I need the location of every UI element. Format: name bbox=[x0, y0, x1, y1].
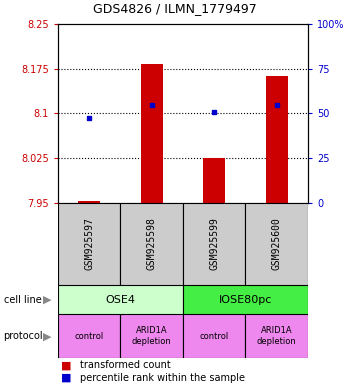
Text: ■: ■ bbox=[61, 373, 72, 383]
Text: ARID1A
depletion: ARID1A depletion bbox=[132, 326, 172, 346]
Text: OSE4: OSE4 bbox=[105, 295, 135, 305]
Text: transformed count: transformed count bbox=[80, 360, 171, 370]
Bar bbox=[203, 157, 225, 203]
Text: GSM925597: GSM925597 bbox=[84, 218, 94, 270]
Bar bbox=[58, 285, 183, 314]
Text: GSM925599: GSM925599 bbox=[209, 218, 219, 270]
Bar bbox=[266, 76, 288, 203]
Text: protocol: protocol bbox=[4, 331, 43, 341]
Bar bbox=[183, 203, 245, 285]
Bar bbox=[58, 314, 120, 358]
Bar bbox=[58, 203, 120, 285]
Text: control: control bbox=[75, 332, 104, 341]
Bar bbox=[120, 203, 183, 285]
Text: ▶: ▶ bbox=[43, 295, 51, 305]
Text: ▶: ▶ bbox=[43, 331, 51, 341]
Bar bbox=[183, 314, 245, 358]
Bar bbox=[245, 203, 308, 285]
Text: IOSE80pc: IOSE80pc bbox=[219, 295, 272, 305]
Text: percentile rank within the sample: percentile rank within the sample bbox=[80, 373, 245, 383]
Text: ■: ■ bbox=[61, 360, 72, 370]
Text: GSM925600: GSM925600 bbox=[272, 218, 282, 270]
Bar bbox=[245, 314, 308, 358]
Text: control: control bbox=[199, 332, 229, 341]
Text: GSM925598: GSM925598 bbox=[147, 218, 156, 270]
Text: cell line: cell line bbox=[4, 295, 41, 305]
Bar bbox=[141, 64, 162, 203]
Bar bbox=[120, 314, 183, 358]
Text: ARID1A
depletion: ARID1A depletion bbox=[257, 326, 296, 346]
Bar bbox=[183, 285, 308, 314]
Text: GDS4826 / ILMN_1779497: GDS4826 / ILMN_1779497 bbox=[93, 2, 257, 15]
Bar bbox=[78, 201, 100, 203]
